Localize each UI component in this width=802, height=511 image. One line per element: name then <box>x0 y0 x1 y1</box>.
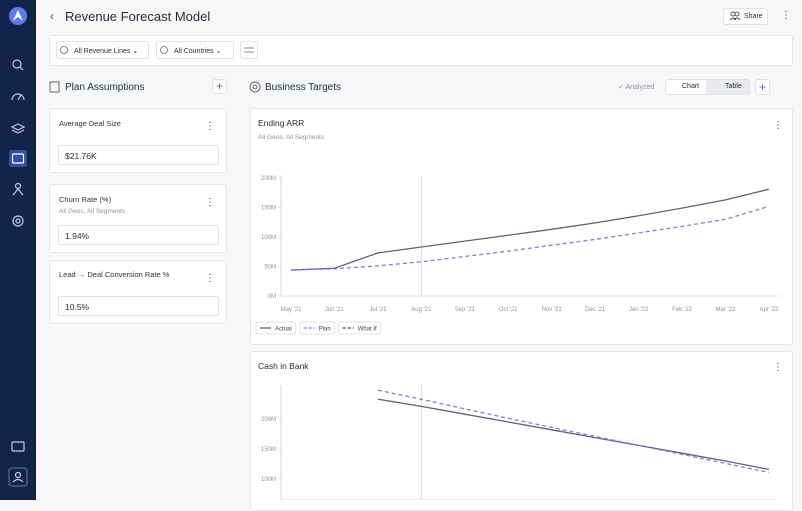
y-tick-label: 200M <box>261 417 276 423</box>
assumption-card: Lead → Deal Conversion Rate % ⋮ 10.5% <box>49 260 227 324</box>
chart-title: Cash in Bank <box>258 361 309 371</box>
y-tick-label: 150M <box>261 447 276 453</box>
legend-item[interactable]: What If <box>338 321 382 335</box>
assumption-label: Average Deal Size <box>59 119 121 128</box>
card-menu[interactable]: ⋮ <box>205 273 215 284</box>
y-tick-label: 100M <box>261 477 276 483</box>
legend-item[interactable]: Actual <box>255 321 297 335</box>
filter-settings-button[interactable] <box>240 41 258 59</box>
add-assumption[interactable]: + <box>212 79 227 94</box>
legend-item[interactable]: Plan <box>299 321 336 335</box>
revenue-lines-dropdown[interactable]: All Revenue Lines ⌄ <box>56 41 149 59</box>
chart-card <box>250 108 793 345</box>
x-tick-label: Jun '21 <box>325 307 345 313</box>
x-tick-label: Mar '22 <box>716 307 736 313</box>
add-target[interactable]: + <box>755 79 770 95</box>
series-line <box>377 398 770 471</box>
x-tick-label: Dec '21 <box>585 307 606 313</box>
user-icon[interactable] <box>8 467 28 487</box>
chart-title: Ending ARR <box>258 118 305 128</box>
layers-icon[interactable] <box>10 123 26 134</box>
business-targets-title: Business Targets <box>265 82 341 93</box>
card-menu[interactable]: ⋮ <box>205 197 215 208</box>
x-tick-label: Oct '21 <box>499 307 518 313</box>
y-tick-label: 0M <box>268 294 276 300</box>
active-view-bg <box>706 80 749 94</box>
assumption-value[interactable]: 10.5% <box>58 296 219 316</box>
x-tick-label: Aug '21 <box>411 307 432 313</box>
legend-box <box>299 321 336 335</box>
y-tick-label: 100M <box>261 235 276 241</box>
plan-assumptions-title: Plan Assumptions <box>65 82 145 93</box>
analyzed-status: ✓ Analyzed <box>618 84 655 91</box>
series-line <box>290 188 770 271</box>
legend-label: Actual <box>275 327 292 333</box>
dashboard-icon[interactable] <box>11 93 25 101</box>
table-view[interactable]: Table <box>725 83 742 90</box>
legend-box <box>338 321 382 335</box>
filter-bar <box>49 35 793 66</box>
share-icon <box>729 11 741 21</box>
chart-menu[interactable]: ⋮ <box>773 120 783 131</box>
y-tick-label: 150M <box>261 206 276 212</box>
x-tick-label: Sep '21 <box>455 307 476 313</box>
assumption-card: Average Deal Size ⋮ $21.76K <box>49 108 227 173</box>
series-line <box>290 205 770 271</box>
countries-dropdown[interactable]: All Countries ⌄ <box>156 41 234 59</box>
x-tick-label: Apr '22 <box>760 307 779 313</box>
assumption-value[interactable]: 1.94% <box>58 225 219 245</box>
assumption-label: Churn Rate (%) <box>59 195 112 204</box>
back-button[interactable]: ‹ <box>50 9 54 23</box>
chart-subtitle: All Geos, All Segments <box>258 134 325 141</box>
chart-card <box>250 351 793 511</box>
assumption-card: Churn Rate (%) All Geos, All Segments ⋮ … <box>49 184 227 253</box>
terminal-icon[interactable] <box>11 441 25 452</box>
share-label: Share <box>744 13 763 20</box>
page-menu[interactable]: ⋮ <box>781 10 791 21</box>
y-tick-label: 50M <box>264 265 276 271</box>
logo-mark <box>13 10 23 21</box>
legend-box <box>255 321 297 335</box>
x-tick-label: Jul '21 <box>369 307 387 313</box>
chart-view[interactable]: Chart <box>682 83 700 90</box>
chart-menu[interactable]: ⋮ <box>773 362 783 373</box>
targets-icon <box>249 81 261 93</box>
x-tick-label: Jan '22 <box>629 307 649 313</box>
search-icon[interactable] <box>12 59 22 69</box>
legend-label: What If <box>358 327 377 333</box>
x-tick-label: Nov '21 <box>542 307 563 313</box>
card-menu[interactable]: ⋮ <box>205 121 215 132</box>
assumptions-icon <box>49 81 60 93</box>
y-tick-label: 200M <box>261 176 276 182</box>
charts: 0M 50M 100M 150M 200M May '21 Jun '21 Jul '21 Au… <box>255 175 780 500</box>
filter-icons <box>60 46 254 54</box>
sidebar <box>0 0 36 500</box>
assumption-subtitle: All Geos, All Segments <box>59 208 126 215</box>
x-tick-label: Feb '22 <box>672 307 692 313</box>
settings-icon[interactable] <box>12 215 24 227</box>
assumption-value[interactable]: $21.76K <box>58 145 219 165</box>
page-title: Revenue Forecast Model <box>65 9 211 24</box>
x-tick-label: May '21 <box>281 307 302 313</box>
status-text: Analyzed <box>625 84 655 91</box>
countries-label: All Countries <box>174 48 214 55</box>
legend-label: Plan <box>319 327 331 333</box>
revenue-lines-label: All Revenue Lines <box>74 48 131 55</box>
assumption-label: Lead → Deal Conversion Rate % <box>59 270 170 279</box>
sidebar-icons <box>8 7 28 487</box>
series-line <box>377 389 770 474</box>
